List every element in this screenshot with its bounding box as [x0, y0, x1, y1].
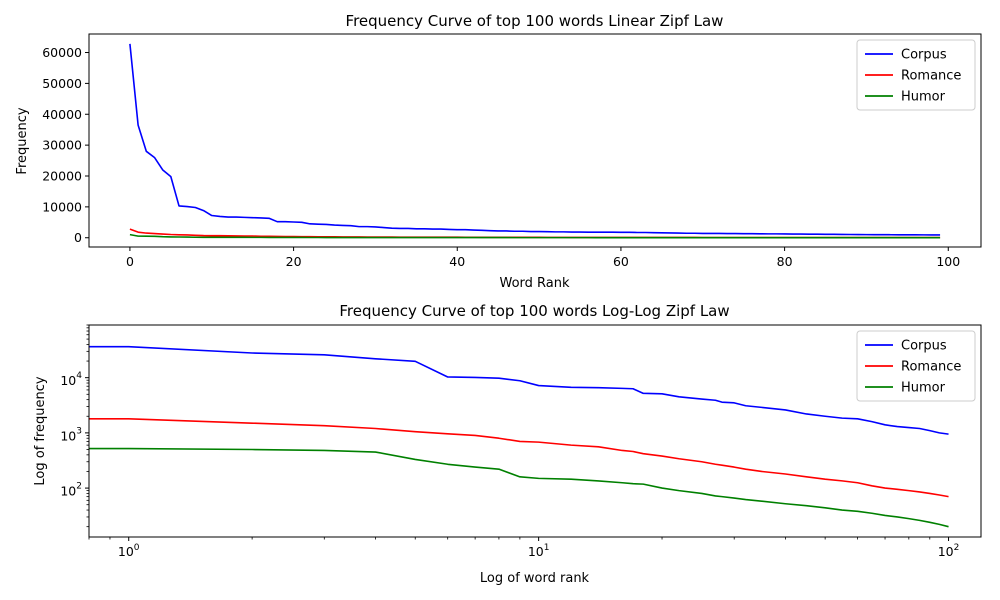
chart-title: Frequency Curve of top 100 words Log-Log… — [339, 302, 729, 320]
legend: Corpus Romance Humor — [856, 330, 976, 402]
x-axis-label: Log of word rank — [480, 571, 590, 586]
series-line-romance — [89, 417, 949, 498]
x-tick-label: 40 — [449, 254, 465, 269]
x-tick-label: 60 — [613, 254, 629, 269]
series-line-humor — [89, 447, 949, 528]
plot-frame — [88, 324, 982, 538]
x-tick-label: 101 — [528, 543, 550, 559]
x-axis-label: Word Rank — [499, 276, 569, 291]
plot-frame — [88, 33, 982, 248]
x-tick-label: 0 — [126, 254, 134, 269]
y-tick-label: 40000 — [42, 107, 82, 122]
series-line-humor — [129, 233, 941, 239]
y-tick-label: 102 — [60, 482, 82, 499]
series-line-corpus — [129, 43, 941, 236]
legend-box — [856, 39, 976, 111]
x-tick-label: 20 — [286, 254, 302, 269]
y-tick-label: 20000 — [42, 169, 82, 184]
y-tick-label: 30000 — [42, 138, 82, 153]
bottom-loglog-chart: Frequency Curve of top 100 words Log-Log… — [33, 302, 982, 586]
y-tick-label: 10000 — [42, 199, 82, 214]
x-tick-label: 102 — [938, 543, 960, 559]
legend-box — [856, 330, 976, 402]
legend-label-humor: Humor — [901, 381, 946, 396]
x-tick-label: 100 — [118, 543, 140, 559]
y-axis-label: Frequency — [15, 107, 30, 174]
y-tick-label: 50000 — [42, 76, 82, 91]
legend-label-humor: Humor — [901, 90, 946, 105]
y-tick-label: 60000 — [42, 45, 82, 60]
y-tick-label: 0 — [74, 230, 82, 245]
top-linear-chart: Frequency Curve of top 100 words Linear … — [15, 12, 982, 291]
series-line-corpus — [89, 345, 949, 435]
x-tick-label: 80 — [777, 254, 793, 269]
chart-title: Frequency Curve of top 100 words Linear … — [346, 12, 724, 30]
y-tick-label: 104 — [60, 371, 82, 388]
legend-label-corpus: Corpus — [901, 48, 947, 63]
series-line-romance — [129, 228, 941, 239]
legend-label-romance: Romance — [901, 360, 961, 375]
y-tick-label: 103 — [60, 426, 82, 443]
legend-label-corpus: Corpus — [901, 339, 947, 354]
x-tick-label: 100 — [936, 254, 960, 269]
legend: Corpus Romance Humor — [856, 39, 976, 111]
y-axis-label: Log of frequency — [33, 376, 48, 486]
legend-label-romance: Romance — [901, 69, 961, 84]
